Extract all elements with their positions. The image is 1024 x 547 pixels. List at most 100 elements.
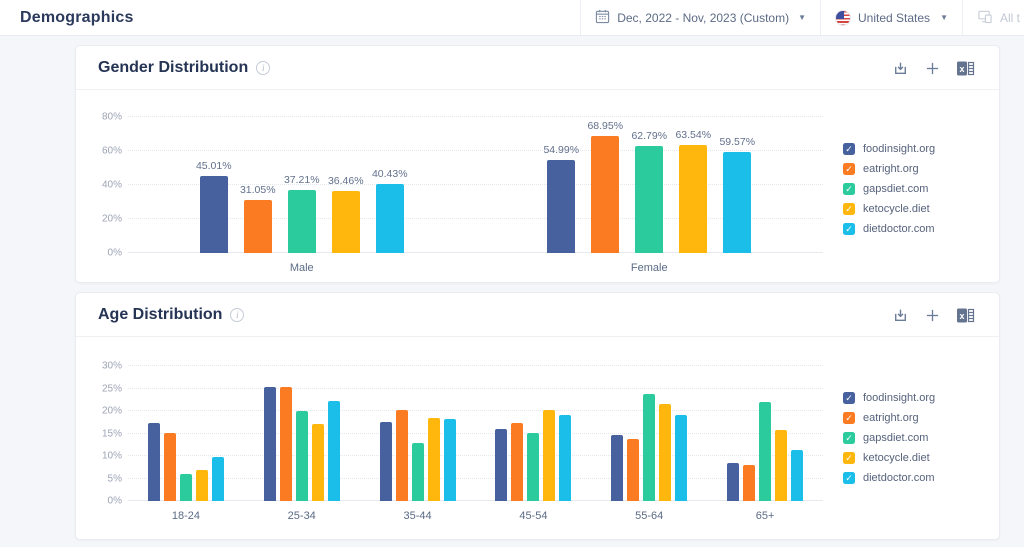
legend-item-foodinsight-org[interactable]: ✓ foodinsight.org [843, 392, 983, 404]
legend-item-ketocycle-diet[interactable]: ✓ ketocycle.diet [843, 452, 983, 464]
legend-item-ketocycle-diet[interactable]: ✓ ketocycle.diet [843, 203, 983, 215]
bar-ketocycle-diet[interactable] [543, 410, 556, 501]
age-chart: 0% 5% 10% 15% 20% 25% 30% 18-24 25-34 35-44 45-54 5… [92, 361, 983, 523]
excel-export-icon[interactable]: x [956, 307, 975, 324]
bar-foodinsight-org[interactable] [263, 387, 276, 501]
legend-label: foodinsight.org [863, 392, 936, 404]
add-compare-icon[interactable] [925, 61, 940, 76]
bar-dietdoctor-com[interactable] [791, 450, 804, 501]
bar-ketocycle-diet[interactable]: 36.46% [328, 175, 364, 253]
legend-item-gapsdiet-com[interactable]: ✓ gapsdiet.com [843, 183, 983, 195]
bar-group: 25-34 [263, 366, 340, 522]
bar-group: 55-64 [611, 366, 688, 522]
country-selector[interactable]: United States ▼ [820, 0, 962, 35]
legend-checkbox[interactable]: ✓ [843, 392, 855, 404]
bar-eatright-org[interactable]: 68.95% [587, 120, 623, 253]
bar-gapsdiet-com[interactable]: 37.21% [284, 174, 320, 253]
legend-label: dietdoctor.com [863, 223, 935, 235]
bar-eatright-org[interactable] [163, 433, 176, 501]
bar-eatright-org[interactable] [511, 423, 524, 501]
gridline: 5% [108, 473, 823, 484]
legend-item-eatright-org[interactable]: ✓ eatright.org [843, 163, 983, 175]
bar-eatright-org[interactable] [627, 439, 640, 501]
excel-export-icon[interactable]: x [956, 60, 975, 77]
y-axis-tick-label: 20% [101, 405, 122, 417]
top-bar: Demographics Dec, 2022 - Nov, 2023 (Cust… [0, 0, 1024, 36]
bar-eatright-org[interactable] [743, 465, 756, 501]
bar-dietdoctor-com[interactable]: 40.43% [372, 168, 408, 253]
bar-ketocycle-diet[interactable] [311, 424, 324, 501]
gridline: 80% [102, 112, 823, 123]
y-axis-tick-label: 5% [107, 473, 122, 484]
bar-ketocycle-diet[interactable] [659, 404, 672, 501]
bar-eatright-org[interactable] [395, 410, 408, 501]
legend-item-eatright-org[interactable]: ✓ eatright.org [843, 412, 983, 424]
bar-group: 45.01% 31.05% 37.21% 36.46% 40.43% Male [196, 117, 408, 274]
gridline: 30% [102, 361, 823, 372]
bar-foodinsight-org[interactable] [611, 435, 624, 501]
legend-item-foodinsight-org[interactable]: ✓ foodinsight.org [843, 143, 983, 155]
bar-foodinsight-org[interactable] [147, 423, 160, 501]
bar-gapsdiet-com[interactable] [527, 433, 540, 501]
bar-group: 35-44 [379, 366, 456, 522]
card-title: Age Distribution [98, 306, 223, 323]
traffic-filter-label: All t [1000, 10, 1021, 25]
info-icon[interactable]: i [230, 308, 245, 322]
bar-foodinsight-org[interactable] [379, 422, 392, 501]
bar-groups: 18-24 25-34 35-44 45-54 55-64 65+ [128, 366, 823, 522]
bar-dietdoctor-com[interactable] [443, 419, 456, 501]
bar-foodinsight-org[interactable]: 45.01% [196, 160, 232, 253]
bar-ketocycle-diet[interactable] [427, 418, 440, 501]
svg-text:x: x [959, 311, 964, 321]
gender-distribution-card: Gender Distribution i x [75, 45, 1000, 283]
info-icon[interactable]: i [256, 61, 271, 75]
bar-ketocycle-diet[interactable] [195, 470, 208, 501]
bar-groups: 45.01% 31.05% 37.21% 36.46% 40.43% Male 54.99%… [128, 117, 823, 274]
bar-gapsdiet-com[interactable] [179, 474, 192, 501]
legend-checkbox[interactable]: ✓ [843, 143, 855, 155]
download-icon[interactable] [892, 307, 909, 324]
y-axis-tick-label: 10% [101, 450, 122, 462]
bar-dietdoctor-com[interactable] [675, 415, 688, 501]
legend-checkbox[interactable]: ✓ [843, 432, 855, 444]
category-label: 45-54 [519, 510, 548, 522]
legend-checkbox[interactable]: ✓ [843, 203, 855, 215]
legend-label: gapsdiet.com [863, 432, 929, 444]
legend-checkbox[interactable]: ✓ [843, 452, 855, 464]
y-axis-tick-label: 30% [101, 360, 122, 372]
bar-gapsdiet-com[interactable] [411, 443, 424, 501]
add-compare-icon[interactable] [925, 308, 940, 323]
legend-checkbox[interactable]: ✓ [843, 223, 855, 235]
bar-dietdoctor-com[interactable] [327, 401, 340, 501]
bar-foodinsight-org[interactable] [727, 463, 740, 501]
gridline: 40% [102, 180, 823, 191]
bar-foodinsight-org[interactable]: 54.99% [543, 144, 579, 253]
bar-dietdoctor-com[interactable]: 59.57% [719, 136, 755, 253]
legend-item-dietdoctor-com[interactable]: ✓ dietdoctor.com [843, 223, 983, 235]
legend-checkbox[interactable]: ✓ [843, 472, 855, 484]
bar-ketocycle-diet[interactable]: 63.54% [675, 129, 711, 253]
date-range-selector[interactable]: Dec, 2022 - Nov, 2023 (Custom) ▼ [580, 0, 820, 35]
legend-checkbox[interactable]: ✓ [843, 412, 855, 424]
bar-gapsdiet-com[interactable] [759, 402, 772, 501]
bar-gapsdiet-com[interactable] [295, 411, 308, 501]
gridline: 60% [102, 146, 823, 157]
legend-item-gapsdiet-com[interactable]: ✓ gapsdiet.com [843, 432, 983, 444]
bar-eatright-org[interactable]: 31.05% [240, 184, 276, 253]
legend-checkbox[interactable]: ✓ [843, 163, 855, 175]
category-label: Female [630, 262, 668, 274]
traffic-filter-selector[interactable]: All t [962, 0, 1024, 35]
bar-ketocycle-diet[interactable] [775, 430, 788, 501]
bar-foodinsight-org[interactable] [495, 429, 508, 501]
download-icon[interactable] [892, 60, 909, 77]
legend-item-dietdoctor-com[interactable]: ✓ dietdoctor.com [843, 472, 983, 484]
devices-icon [977, 9, 993, 27]
bar-dietdoctor-com[interactable] [211, 457, 224, 501]
bar-dietdoctor-com[interactable] [559, 415, 572, 501]
bar-gapsdiet-com[interactable]: 62.79% [631, 130, 667, 253]
card-toolbar: x [892, 60, 979, 77]
y-axis-tick-label: 0% [107, 247, 122, 259]
legend-checkbox[interactable]: ✓ [843, 183, 855, 195]
bar-gapsdiet-com[interactable] [643, 394, 656, 501]
bar-eatright-org[interactable] [279, 387, 292, 501]
